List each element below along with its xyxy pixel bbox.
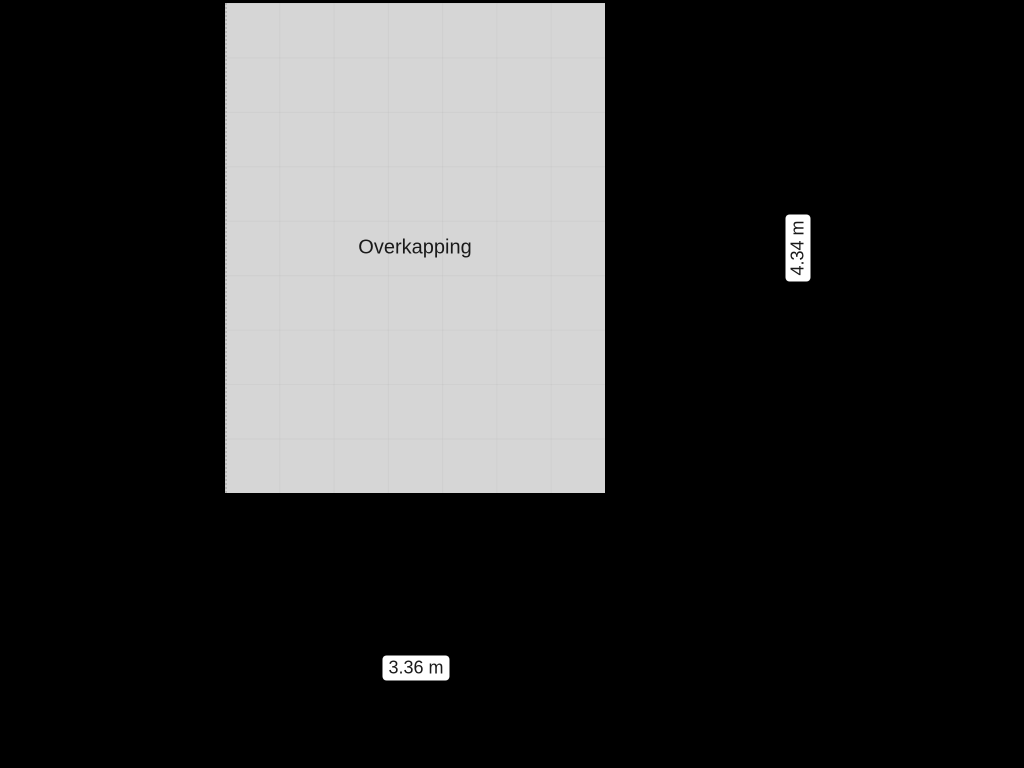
shape-label: Overkapping — [358, 237, 471, 260]
shape-left-dotted-edge — [225, 3, 227, 493]
dimension-width-label: 3.36 m — [382, 656, 449, 681]
diagram-canvas: Overkapping 4.34 m 3.36 m — [0, 0, 1024, 768]
dimension-height-label: 4.34 m — [786, 214, 811, 281]
